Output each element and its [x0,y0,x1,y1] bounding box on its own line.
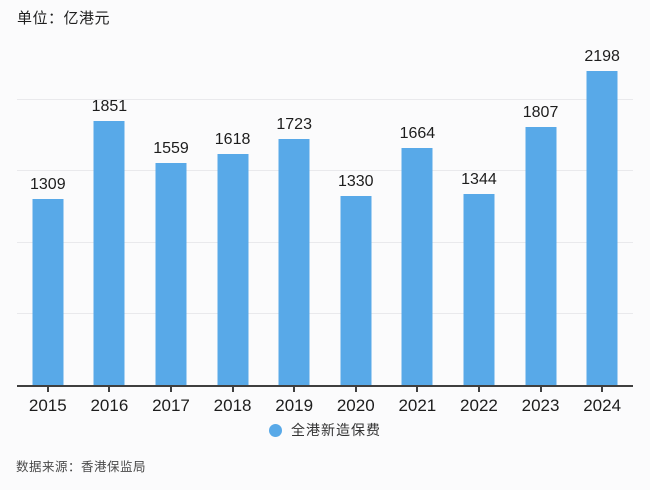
bar-group-2020: 1330 2020 [325,28,387,415]
legend: 全港新造保费 [0,423,650,437]
axis-tick [477,387,480,392]
x-axis-label-2022: 2022 [460,395,498,415]
x-axis-label-2021: 2021 [398,395,437,415]
x-axis-label-2015: 2015 [28,395,67,415]
bar-group-2023: 1807 2023 [510,28,572,415]
bar-group-2015: 1309 2015 [17,28,79,415]
bar-group-2021: 1664 2021 [387,28,449,415]
bar-2024 [586,71,618,386]
bar-series: 1309 2015 1851 2016 1559 2017 1618 2018 1723 2019… [17,28,633,415]
bar-value-label: 1851 [91,98,128,115]
axis-tick [108,387,111,392]
bar-2020 [340,196,372,386]
unit-label: 单位：亿港元 [17,10,111,27]
bar-value-label: 1309 [30,176,66,193]
gridline-2000 [17,98,633,100]
bar-2023 [525,127,557,386]
bar-group-2024: 2198 2024 [571,28,633,415]
bar-value-label: 1664 [399,125,436,142]
bar-2022 [463,194,495,386]
axis-tick [354,387,357,392]
axis-tick [46,387,49,392]
axis-tick [231,387,234,392]
axis-tick [539,387,542,392]
bar-group-2016: 1851 2016 [79,28,141,415]
bar-2018 [217,154,249,386]
bar-2017 [155,163,187,386]
bar-2016 [93,121,125,386]
x-axis-label-2023: 2023 [521,395,560,415]
gridline-1000 [17,241,633,243]
source-note: 数据来源：香港保监局 [16,460,147,474]
axis-tick [601,387,604,392]
bar-value-label: 1330 [337,173,374,190]
x-axis-label-2024: 2024 [583,395,622,415]
legend-label: 全港新造保费 [291,422,381,438]
x-axis-label-2019: 2019 [275,395,314,415]
bar-group-2017: 1559 2017 [140,28,202,415]
bar-2019 [278,139,310,386]
axis-tick [416,387,419,392]
x-axis-label-2017: 2017 [152,395,190,415]
plot-area: 1309 2015 1851 2016 1559 2017 1618 2018 1723 2019… [17,28,633,415]
bar-value-label: 2198 [584,48,620,65]
bar-2015 [32,199,64,386]
x-axis-label-2018: 2018 [213,395,252,415]
bar-group-2019: 1723 2019 [263,28,325,415]
bar-value-label: 1559 [153,140,189,157]
legend-circle-icon [269,423,282,437]
bar-value-label: 1723 [276,116,312,133]
bar-value-label: 1344 [461,171,497,188]
x-axis-label-2016: 2016 [90,395,129,415]
bar-value-label: 1618 [214,131,251,148]
axis-tick [293,387,296,392]
x-axis-label-2020: 2020 [336,395,375,415]
bar-value-label: 1807 [522,104,559,121]
bar-group-2018: 1618 2018 [202,28,264,415]
bar-2021 [401,148,433,386]
x-axis-line [17,385,633,387]
gridline-1500 [17,170,633,172]
gridline-500 [17,313,633,315]
axis-tick [169,387,172,392]
bar-group-2022: 1344 2022 [448,28,510,415]
